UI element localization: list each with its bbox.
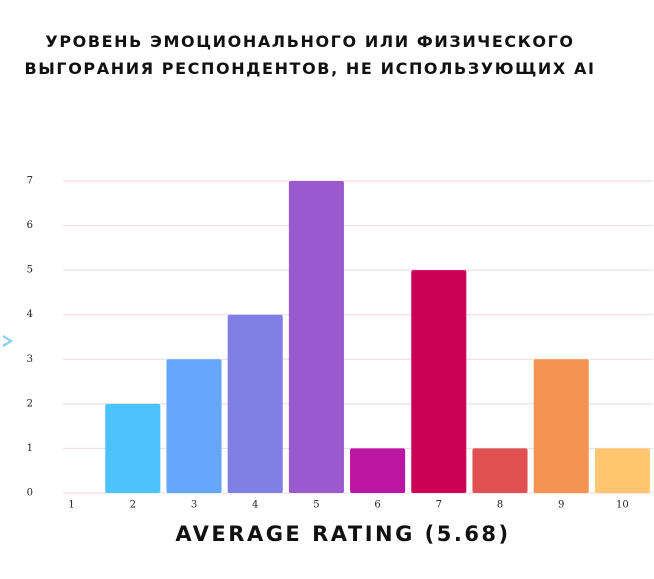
chart-title: УРОВЕНЬ ЭМОЦИОНАЛЬНОГО ИЛИ ФИЗИЧЕСКОГО В…: [24, 32, 596, 78]
bar: [411, 270, 467, 493]
bar: [533, 359, 589, 493]
x-tick-label: 3: [191, 500, 197, 511]
y-tick-label: 4: [27, 309, 33, 320]
x-tick-label: 5: [313, 500, 319, 511]
y-tick-label: 2: [27, 398, 33, 409]
x-tick-label: 10: [616, 500, 629, 511]
y-tick-label: 3: [27, 354, 33, 365]
x-tick-label: 7: [436, 500, 442, 511]
x-tick-label: 8: [497, 500, 503, 511]
bar: [472, 448, 528, 493]
x-axis-label: AVERAGE RATING (5.68): [175, 522, 510, 546]
y-tick-label: 0: [27, 488, 33, 499]
bar: [350, 448, 406, 493]
y-tick-label: 6: [27, 220, 33, 231]
y-tick-label: 7: [27, 176, 33, 187]
bar: [227, 314, 283, 493]
x-tick-label: 1: [68, 500, 74, 511]
y-tick-label: 1: [27, 443, 33, 454]
x-tick-label: 4: [252, 500, 258, 511]
y-tick-label: 5: [27, 265, 33, 276]
bar: [594, 448, 650, 493]
bar: [105, 403, 161, 493]
bar: [166, 359, 222, 493]
x-tick-label: 2: [130, 500, 136, 511]
bar: [288, 181, 344, 493]
x-tick-label: 9: [558, 500, 564, 511]
x-tick-label: 6: [374, 500, 380, 511]
side-arrow: [2, 334, 14, 348]
